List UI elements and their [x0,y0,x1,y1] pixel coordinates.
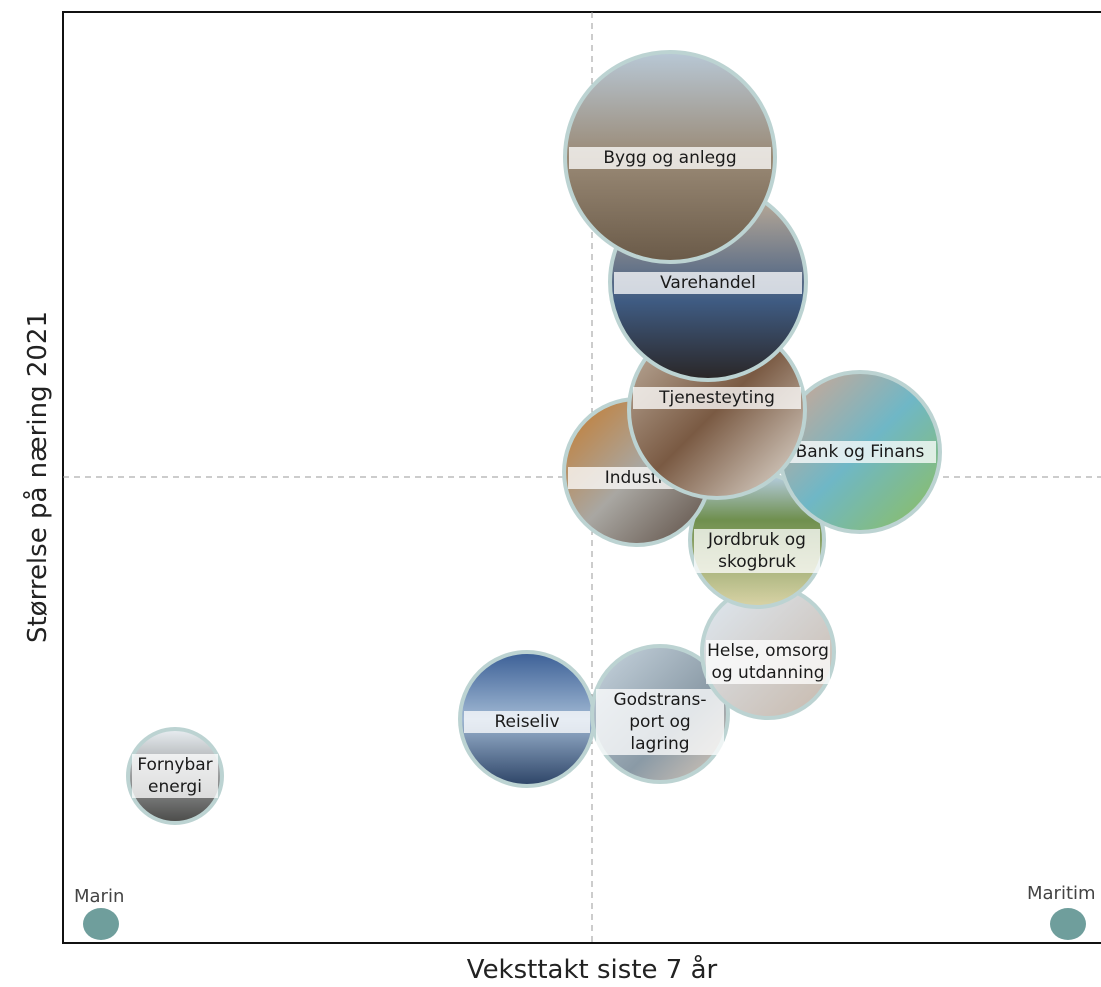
bubble-label: Helse, omsorg [707,641,829,661]
bubble-label: lagring [630,734,689,754]
bubble-label: Varehandel [660,273,756,293]
bubble-label: Bygg og anlegg [603,148,736,168]
label-band [464,711,590,733]
x-axis-label: Veksttakt siste 7 år [467,954,718,985]
bubble: Reiseliv [458,650,596,788]
label-band [132,754,218,798]
bubble-label: port og [629,712,690,732]
bubble: Bygg og anlegg [563,50,777,264]
corner-dot [83,908,119,940]
bubble-label: og utdanning [711,663,824,683]
label-band [633,387,801,409]
bubble-label: Tjenesteyting [658,388,775,408]
label-band [694,529,820,573]
label-band [706,640,830,684]
corner-label: Maritim [1027,883,1096,904]
bubble-label: Fornybar [137,755,212,775]
bubble: Bank og Finans [778,370,942,534]
y-axis-label: Størrelse på næring 2021 [22,311,53,643]
bubble-label: Bank og Finans [796,442,925,462]
label-band [596,689,724,755]
bubble-label: Godstrans- [613,690,706,710]
corner-dot [1050,908,1086,940]
bubble-label: skogbruk [718,552,796,572]
label-band [614,272,802,294]
label-band [784,441,936,463]
bubble-label: Jordbruk og [707,530,806,550]
bubble-label: Reiseliv [494,712,559,732]
corner-label: Marin [74,886,124,907]
bubble-label: energi [148,777,202,797]
label-band [569,147,771,169]
